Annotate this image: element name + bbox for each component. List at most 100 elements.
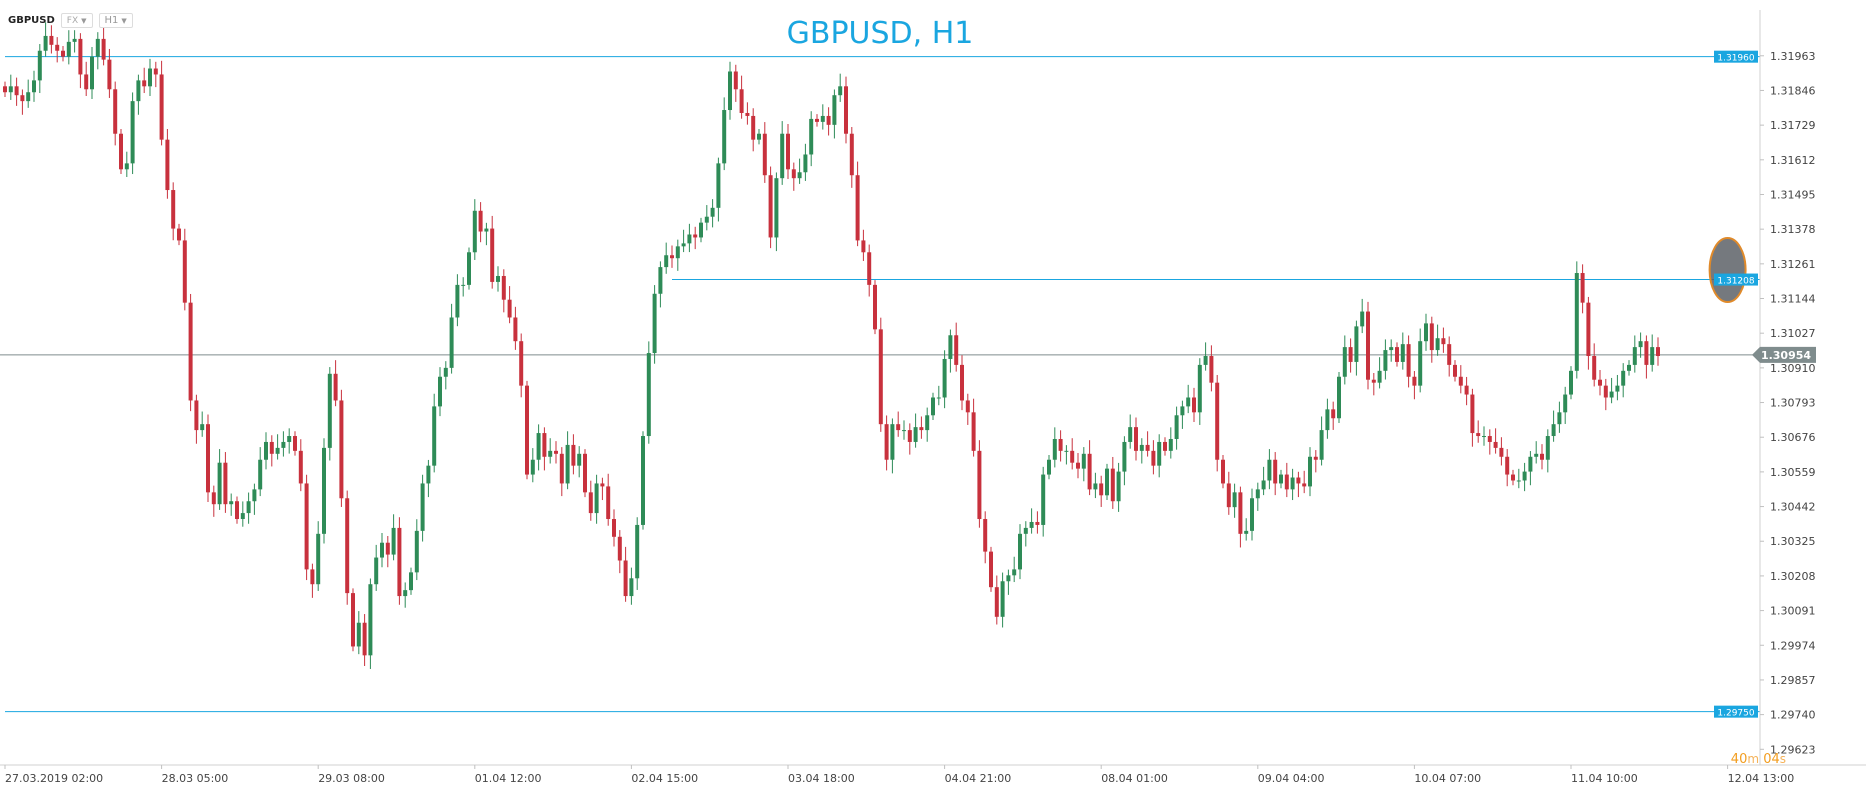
- symbol-label[interactable]: GBPUSD: [8, 14, 55, 26]
- candle-body: [1296, 477, 1301, 484]
- candle: [235, 496, 239, 524]
- x-tick-label: 29.03 08:00: [318, 772, 385, 785]
- candle: [1203, 342, 1208, 371]
- chevron-down-icon: ▼: [81, 16, 87, 25]
- candle: [351, 588, 355, 652]
- candle-body: [635, 524, 640, 579]
- candle: [385, 536, 390, 568]
- candle: [1354, 320, 1359, 376]
- y-tick-label: 1.31495: [1770, 188, 1816, 201]
- candle: [1047, 454, 1051, 480]
- candle: [774, 172, 779, 252]
- candle-body: [1545, 436, 1550, 460]
- candle-body: [931, 397, 935, 416]
- candle-body: [1528, 456, 1533, 472]
- candle-body: [1273, 459, 1278, 484]
- candle: [907, 423, 912, 455]
- candle-body: [78, 38, 83, 75]
- market-dropdown[interactable]: FX ▼: [60, 12, 93, 28]
- candle-body: [1023, 527, 1028, 534]
- candle: [1615, 374, 1620, 401]
- candle-body: [1487, 436, 1492, 442]
- candle: [913, 413, 918, 448]
- candle-body: [1337, 376, 1341, 419]
- candle: [409, 567, 413, 595]
- candle: [699, 217, 703, 243]
- candle: [206, 414, 210, 503]
- candle: [1116, 462, 1121, 512]
- candle-body: [177, 228, 181, 241]
- candle-body: [148, 68, 152, 87]
- highlight-ellipse[interactable]: [1708, 237, 1747, 304]
- candle-body: [768, 175, 773, 238]
- candle-body: [55, 44, 60, 51]
- candle-body: [409, 572, 413, 591]
- candle-body: [855, 175, 860, 241]
- candle-body: [861, 240, 866, 253]
- candle: [1366, 301, 1370, 390]
- candle-body: [1105, 468, 1109, 496]
- candle: [1412, 371, 1417, 400]
- candle-body: [1464, 385, 1469, 395]
- candle-body: [1302, 483, 1307, 487]
- timeframe-dropdown[interactable]: H1 ▼: [98, 12, 133, 28]
- market-label: FX: [66, 15, 79, 26]
- candle: [443, 361, 448, 390]
- x-tick-label: 01.04 12:00: [475, 772, 542, 785]
- candle-body: [182, 240, 187, 303]
- candle-body: [820, 115, 825, 122]
- candle-body: [1644, 341, 1649, 365]
- candle-body: [1360, 311, 1365, 327]
- candle-body: [403, 590, 408, 597]
- candle: [1528, 451, 1533, 486]
- candle-body: [1400, 344, 1405, 362]
- candle: [1458, 365, 1463, 394]
- candle-body: [351, 593, 355, 647]
- candle: [745, 102, 750, 125]
- candle-body: [1424, 323, 1428, 342]
- candle-body: [1574, 273, 1579, 371]
- candle: [1453, 360, 1457, 382]
- candle: [380, 533, 384, 568]
- candle-body: [826, 115, 831, 125]
- candle: [1377, 357, 1382, 389]
- candle: [1180, 400, 1185, 429]
- candle: [1383, 339, 1388, 380]
- candle: [739, 75, 744, 119]
- candle: [1215, 374, 1220, 472]
- candle: [1545, 429, 1550, 473]
- candle: [751, 108, 756, 152]
- candle: [1093, 472, 1098, 499]
- candle: [1493, 428, 1498, 454]
- candle: [182, 228, 187, 311]
- candle-body: [791, 169, 796, 179]
- candle-body: [994, 587, 999, 617]
- candle: [965, 393, 970, 425]
- candle: [1122, 436, 1127, 486]
- candle: [8, 74, 13, 100]
- y-tick-label: 1.30793: [1770, 397, 1816, 410]
- candle: [525, 380, 529, 480]
- candle: [606, 473, 611, 526]
- candle: [925, 407, 930, 442]
- candle-body: [542, 433, 547, 457]
- candle-body: [432, 406, 437, 466]
- highlight-layer: [1708, 237, 1747, 304]
- candle-body: [229, 501, 234, 505]
- candle: [571, 434, 576, 475]
- candle: [455, 274, 460, 327]
- y-tick-label: 1.31846: [1770, 84, 1816, 97]
- candle: [165, 128, 170, 199]
- candle: [1151, 440, 1156, 475]
- candles: [3, 22, 1660, 669]
- candle: [855, 161, 860, 247]
- candle: [1360, 298, 1365, 334]
- candle-body: [211, 492, 216, 505]
- y-tick-label: 1.30442: [1770, 501, 1816, 514]
- candle: [1134, 417, 1138, 461]
- candle: [1110, 456, 1115, 509]
- candle: [1516, 468, 1521, 489]
- candle: [849, 127, 854, 188]
- candle-body: [617, 536, 622, 561]
